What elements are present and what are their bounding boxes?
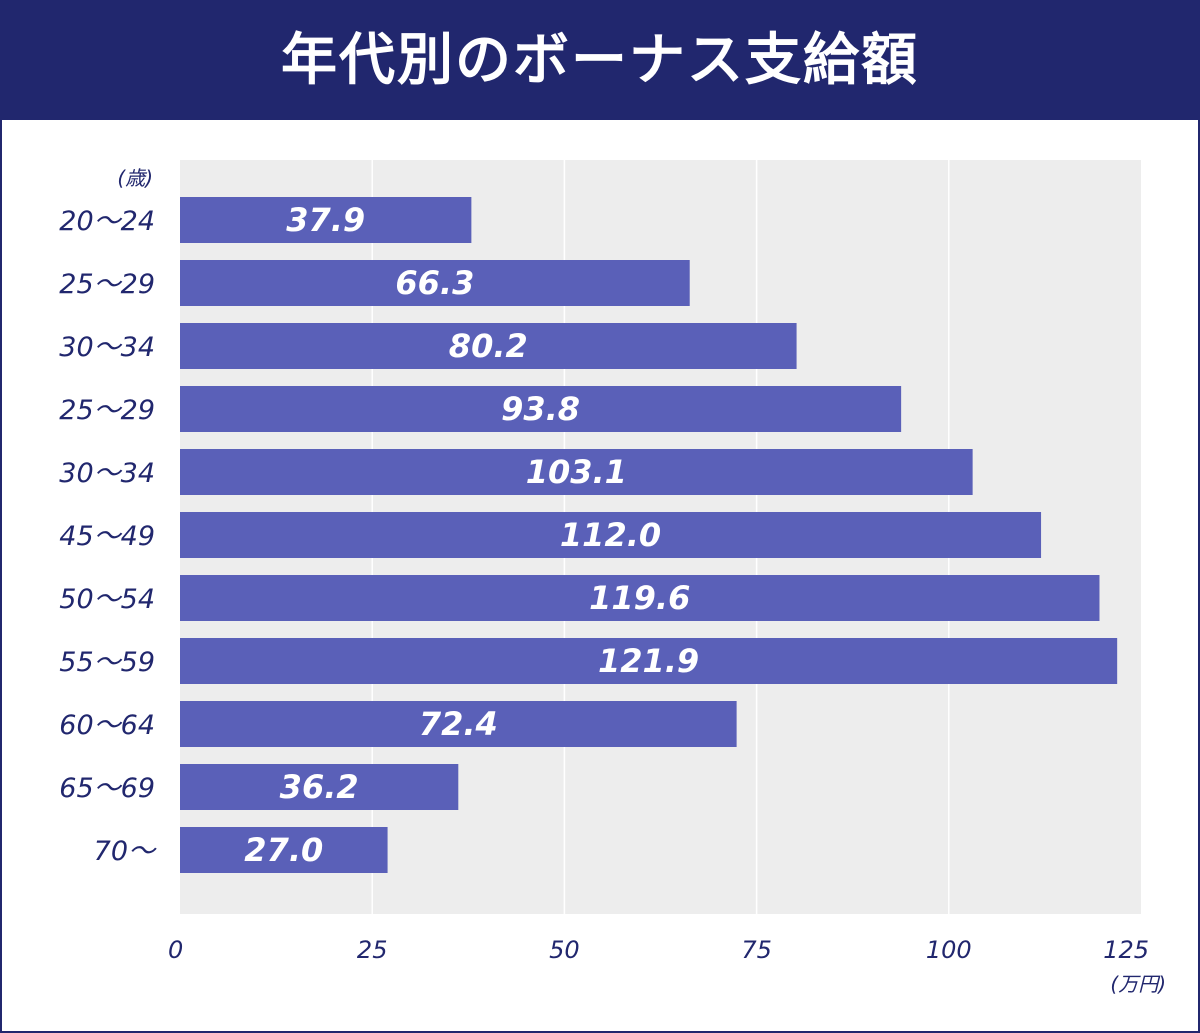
category-label: 60～64 — [59, 710, 155, 741]
title-banner: 年代別のボーナス支給額 — [2, 2, 1198, 120]
chart-title: 年代別のボーナス支給額 — [281, 28, 919, 93]
bar — [180, 638, 1118, 684]
bar — [180, 323, 797, 369]
data-label: 121.9 — [598, 642, 699, 680]
y-axis-unit: (歳) — [117, 166, 153, 190]
x-tick-label: 75 — [741, 936, 772, 964]
category-label: 25～29 — [59, 395, 155, 426]
category-label: 70～ — [94, 836, 157, 867]
data-label: 119.6 — [589, 579, 690, 617]
bar — [180, 764, 459, 810]
data-label: 93.8 — [501, 390, 580, 428]
bar — [180, 260, 690, 306]
data-label: 80.2 — [449, 327, 528, 365]
data-label: 66.3 — [395, 264, 474, 302]
bar — [180, 575, 1100, 621]
x-tick-label: 125 — [1103, 936, 1149, 964]
data-label: 27.0 — [244, 831, 323, 869]
bar — [180, 449, 973, 495]
bar — [180, 197, 472, 243]
bar — [180, 827, 388, 873]
x-tick-label: 0 — [168, 936, 183, 964]
data-label: 72.4 — [419, 705, 498, 743]
data-label: 37.9 — [286, 201, 365, 239]
category-label: 30～34 — [59, 458, 155, 489]
category-label: 50～54 — [59, 584, 155, 615]
x-tick-label: 50 — [549, 936, 580, 964]
category-label: 65～69 — [59, 773, 155, 804]
data-label: 103.1 — [526, 453, 627, 491]
x-tick-label: 100 — [926, 936, 972, 964]
category-label: 30～34 — [59, 332, 155, 363]
category-label: 25～29 — [59, 269, 155, 300]
category-label: 55～59 — [59, 647, 155, 678]
bar — [180, 701, 737, 747]
data-label: 36.2 — [280, 768, 359, 806]
category-label: 20～24 — [59, 206, 155, 237]
x-tick-label: 25 — [357, 936, 388, 964]
category-label: 45～49 — [59, 521, 155, 552]
bar — [180, 386, 902, 432]
x-axis-unit: (万円) — [1110, 972, 1166, 996]
data-label: 112.0 — [560, 516, 661, 554]
bar — [180, 512, 1042, 558]
